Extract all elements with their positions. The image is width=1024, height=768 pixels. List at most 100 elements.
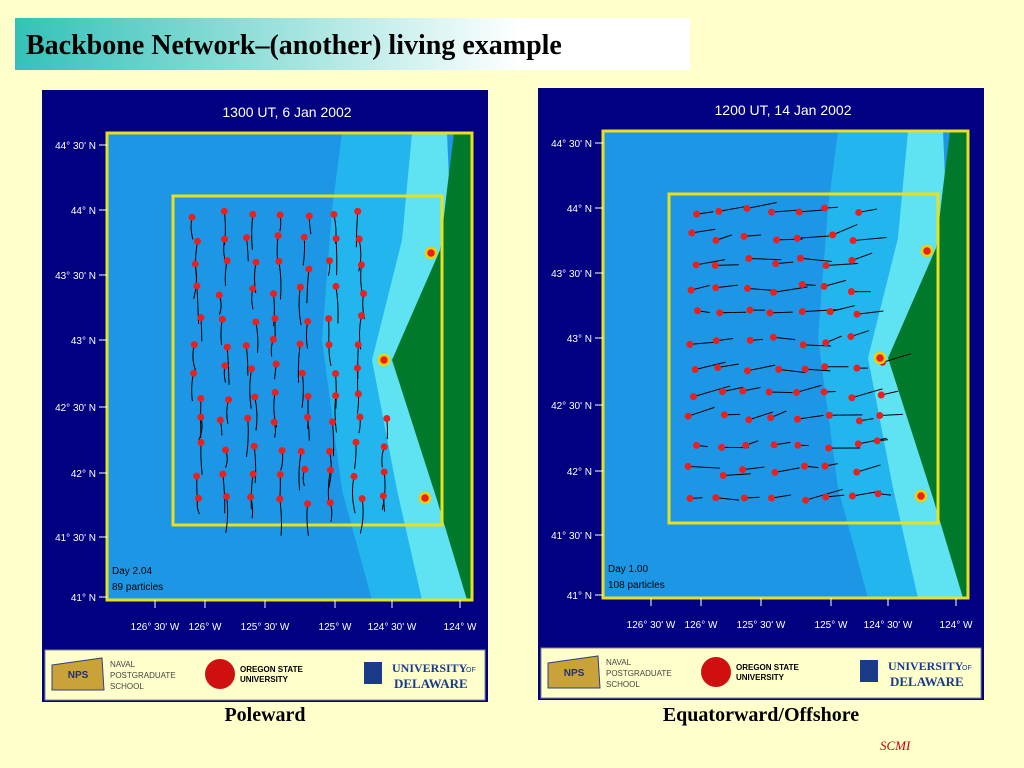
particle — [775, 365, 783, 373]
particle — [768, 208, 776, 216]
particle — [358, 495, 366, 503]
particle-trail — [879, 413, 903, 416]
particle — [794, 441, 802, 449]
particle — [687, 286, 695, 294]
particle — [693, 210, 701, 218]
particle-trail — [696, 259, 726, 266]
particle — [693, 441, 701, 449]
particle — [712, 236, 720, 244]
particle — [220, 207, 228, 215]
particle — [328, 418, 336, 426]
particle — [223, 257, 231, 265]
particle — [274, 232, 282, 240]
particle — [223, 343, 231, 351]
particle-trail — [695, 361, 726, 370]
particle — [802, 496, 810, 504]
particle-trail — [718, 205, 747, 212]
lat-label: 41° 30' N — [551, 531, 592, 542]
particle — [304, 392, 312, 400]
land — [888, 131, 968, 598]
particle — [222, 446, 230, 454]
particle — [825, 411, 833, 419]
particle — [350, 472, 358, 480]
particle — [300, 233, 308, 241]
particle — [745, 254, 753, 262]
panel-title: 1300 UT, 6 Jan 2002 — [222, 104, 351, 120]
lon-label: 124° W — [940, 620, 973, 631]
slide-title: Backbone Network–(another) living exampl… — [26, 30, 562, 61]
particle — [877, 391, 885, 399]
particle — [353, 364, 361, 372]
particle — [276, 470, 284, 478]
particle — [301, 465, 309, 473]
particle — [826, 308, 834, 316]
particle — [716, 309, 724, 317]
particle — [197, 394, 205, 402]
particle — [771, 468, 779, 476]
particle — [686, 340, 694, 348]
particle — [746, 306, 754, 314]
lon-label: 125° W — [319, 622, 352, 633]
particle — [718, 443, 726, 451]
particle — [270, 418, 278, 426]
particle — [773, 236, 781, 244]
nps-name: NAVAL — [110, 660, 136, 669]
lon-label: 126° W — [685, 620, 718, 631]
particle-trail — [773, 336, 796, 341]
particle — [712, 337, 720, 345]
particle — [225, 396, 233, 404]
lat-label: 42° N — [71, 469, 96, 480]
nps-name: SCHOOL — [606, 680, 640, 689]
particle-trail — [693, 385, 731, 398]
particle-trail — [778, 368, 806, 374]
ud-of: OF — [466, 667, 476, 674]
lat-label: 43° 30' N — [551, 269, 592, 280]
lat-label: 43° 30' N — [55, 271, 96, 282]
particle — [218, 315, 226, 323]
particle — [853, 468, 861, 476]
ud-emblem — [860, 660, 878, 682]
particle — [848, 394, 856, 402]
particle — [269, 335, 277, 343]
particle — [740, 494, 748, 502]
particle — [249, 470, 257, 478]
lon-label: 124° 30' W — [864, 620, 913, 631]
particle — [223, 492, 231, 500]
nps-name: POSTGRADUATE — [606, 669, 672, 678]
nps-emblem — [51, 657, 105, 691]
particle — [193, 472, 201, 480]
particle — [719, 388, 727, 396]
particle — [720, 411, 728, 419]
particle — [711, 261, 719, 269]
particle — [746, 336, 754, 344]
particle-trail — [769, 391, 793, 394]
particle-trail — [799, 209, 825, 213]
nps-logo: NPS — [68, 670, 89, 681]
ud-of: OF — [962, 665, 972, 672]
particle — [297, 447, 305, 455]
particle — [191, 260, 199, 268]
particle-trail — [717, 363, 739, 368]
particle — [250, 442, 258, 450]
particle — [197, 439, 205, 447]
particle — [829, 231, 837, 239]
ud-name: UNIVERSITY — [392, 661, 468, 675]
particle — [190, 369, 198, 377]
particle-trail — [748, 411, 773, 421]
particle — [304, 317, 312, 325]
particle — [848, 256, 856, 264]
particle — [332, 370, 340, 378]
lon-label: 124° W — [444, 622, 477, 633]
particle — [242, 342, 250, 350]
particle — [249, 285, 257, 293]
particle — [714, 363, 722, 371]
particle — [772, 260, 780, 268]
particle-trail — [689, 341, 714, 345]
particle — [325, 341, 333, 349]
particle — [849, 237, 857, 245]
day-label: Day 2.04 — [112, 566, 152, 577]
station — [914, 489, 928, 503]
particle-trail — [797, 235, 830, 239]
domain-box — [667, 192, 940, 525]
